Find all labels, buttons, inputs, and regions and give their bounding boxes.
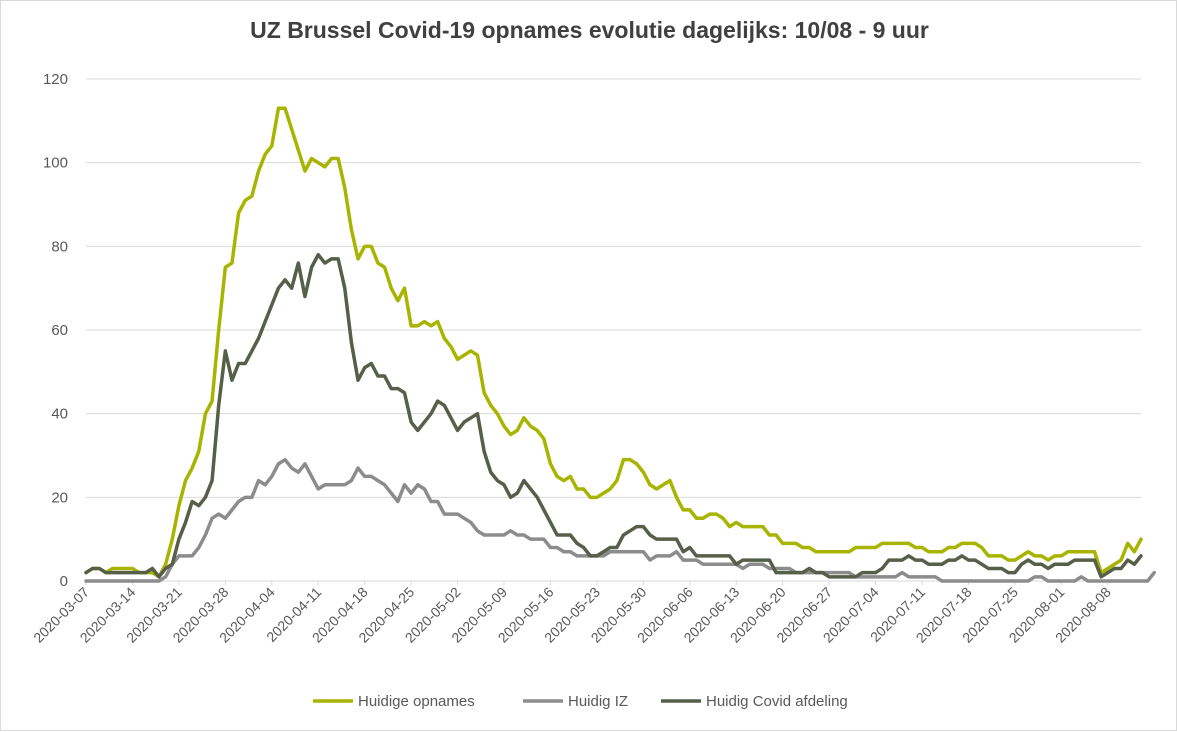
series-lines xyxy=(84,106,1157,583)
y-tick-label: 80 xyxy=(51,238,68,255)
series-line-0 xyxy=(84,106,1143,579)
y-tick-label: 20 xyxy=(51,489,68,506)
legend-label: Huidige opnames xyxy=(358,693,475,710)
y-tick-label: 0 xyxy=(60,573,68,590)
grid xyxy=(86,78,1141,582)
y-tick-label: 60 xyxy=(51,322,68,339)
series-line-2 xyxy=(84,252,1143,579)
y-tick-label: 40 xyxy=(51,406,68,423)
legend: Huidige opnames Huidig IZ Huidig Covid afd… xyxy=(313,693,848,710)
series-line-1 xyxy=(84,457,1157,583)
legend-label: Huidig IZ xyxy=(568,693,628,710)
y-tick-label: 120 xyxy=(43,71,68,88)
y-axis-tick-labels: 0 20 40 60 80 100 120 xyxy=(43,71,68,590)
legend-label: Huidig Covid afdeling xyxy=(706,693,848,710)
x-axis-tick-labels: 2020-03-072020-03-142020-03-212020-03-28… xyxy=(30,581,1114,646)
y-tick-label: 100 xyxy=(43,155,68,172)
chart-title: UZ Brussel Covid-19 opnames evolutie dag… xyxy=(250,17,929,43)
